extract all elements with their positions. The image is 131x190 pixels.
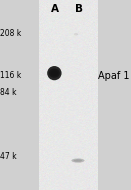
Ellipse shape (49, 69, 60, 78)
Bar (39, 0, 98, 190)
Text: 208 k: 208 k (0, 29, 21, 38)
Ellipse shape (47, 66, 62, 80)
Ellipse shape (74, 33, 78, 35)
Text: A: A (51, 4, 59, 13)
Text: 116 k: 116 k (0, 70, 21, 80)
Ellipse shape (74, 159, 82, 162)
Text: 84 k: 84 k (0, 88, 17, 97)
Ellipse shape (71, 158, 84, 163)
Text: 47 k: 47 k (0, 152, 17, 161)
Text: B: B (75, 4, 83, 13)
Text: Apaf 1: Apaf 1 (98, 71, 130, 81)
Ellipse shape (51, 70, 58, 76)
